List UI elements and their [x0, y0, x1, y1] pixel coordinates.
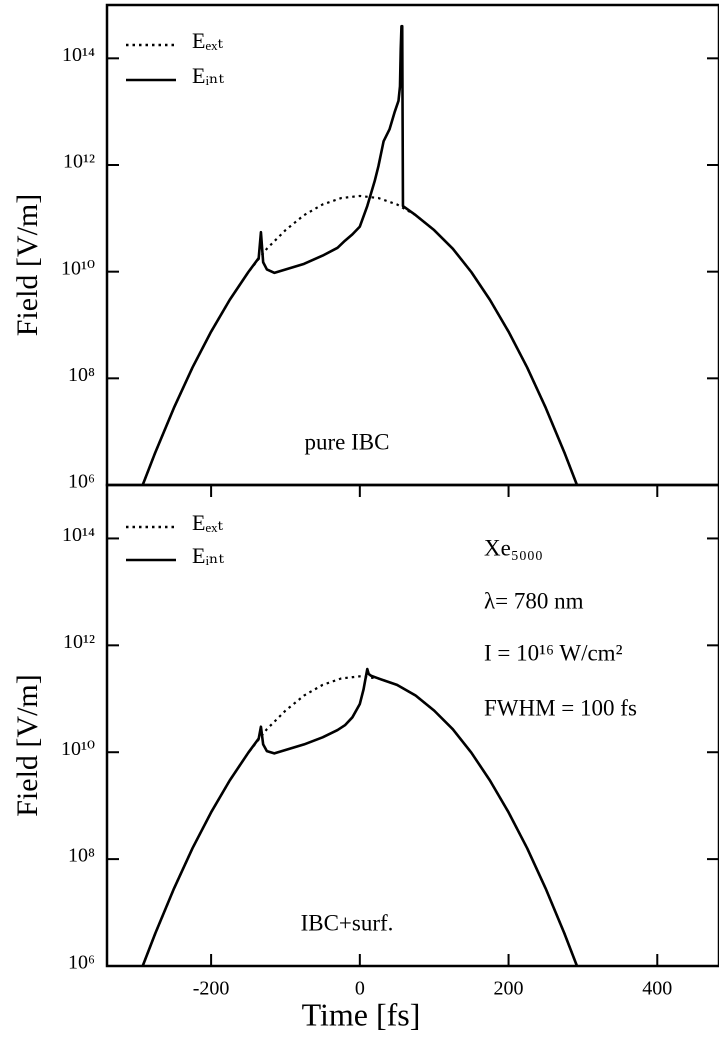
plot-frame [105, 483, 719, 968]
y-tick-label: 10¹⁰ [61, 738, 95, 760]
y-tick-label: 10⁸ [68, 845, 95, 867]
y-tick-label: 10¹² [63, 151, 95, 173]
y-tick-label: 10¹⁴ [62, 44, 95, 66]
x-tick-label: 200 [494, 978, 524, 1000]
annotation: FWHM = 100 fs [484, 695, 637, 720]
x-axis-label: Time [fs] [302, 996, 421, 1032]
series-line [141, 675, 578, 966]
x-tick-label: 0 [355, 978, 365, 1000]
annotation: I = 10¹⁶ W/cm² [484, 640, 623, 665]
legend-label: Eᵢₙₜ [192, 543, 225, 568]
x-tick-label: 400 [642, 978, 672, 1000]
y-tick-label: 10¹⁰ [61, 257, 95, 279]
plot-area [141, 667, 579, 966]
legend-label: Eₑₓₜ [192, 28, 223, 53]
y-tick-label: 10¹² [63, 631, 95, 653]
y-axis-label: Field [V/m] [11, 194, 44, 337]
plot-area [141, 24, 579, 485]
series-line [141, 24, 579, 485]
annotation: Xe₅₀₀₀ [484, 535, 543, 560]
annotation: IBC+surf. [301, 910, 394, 935]
series-line [141, 194, 578, 485]
legend-label: Eₑₓₜ [192, 510, 223, 535]
series-line [141, 667, 579, 966]
annotation: λ= 780 nm [484, 588, 584, 613]
y-tick-label: 10⁸ [68, 364, 95, 386]
y-axis-label: Field [V/m] [11, 674, 44, 817]
x-tick-label: -200 [193, 978, 230, 1000]
y-tick-label: 10⁶ [68, 471, 95, 493]
y-tick-label: 10¹⁴ [62, 524, 95, 546]
y-tick-label: 10⁶ [68, 952, 95, 974]
legend-label: Eᵢₙₜ [192, 63, 225, 88]
annotation: pure IBC [305, 429, 390, 454]
